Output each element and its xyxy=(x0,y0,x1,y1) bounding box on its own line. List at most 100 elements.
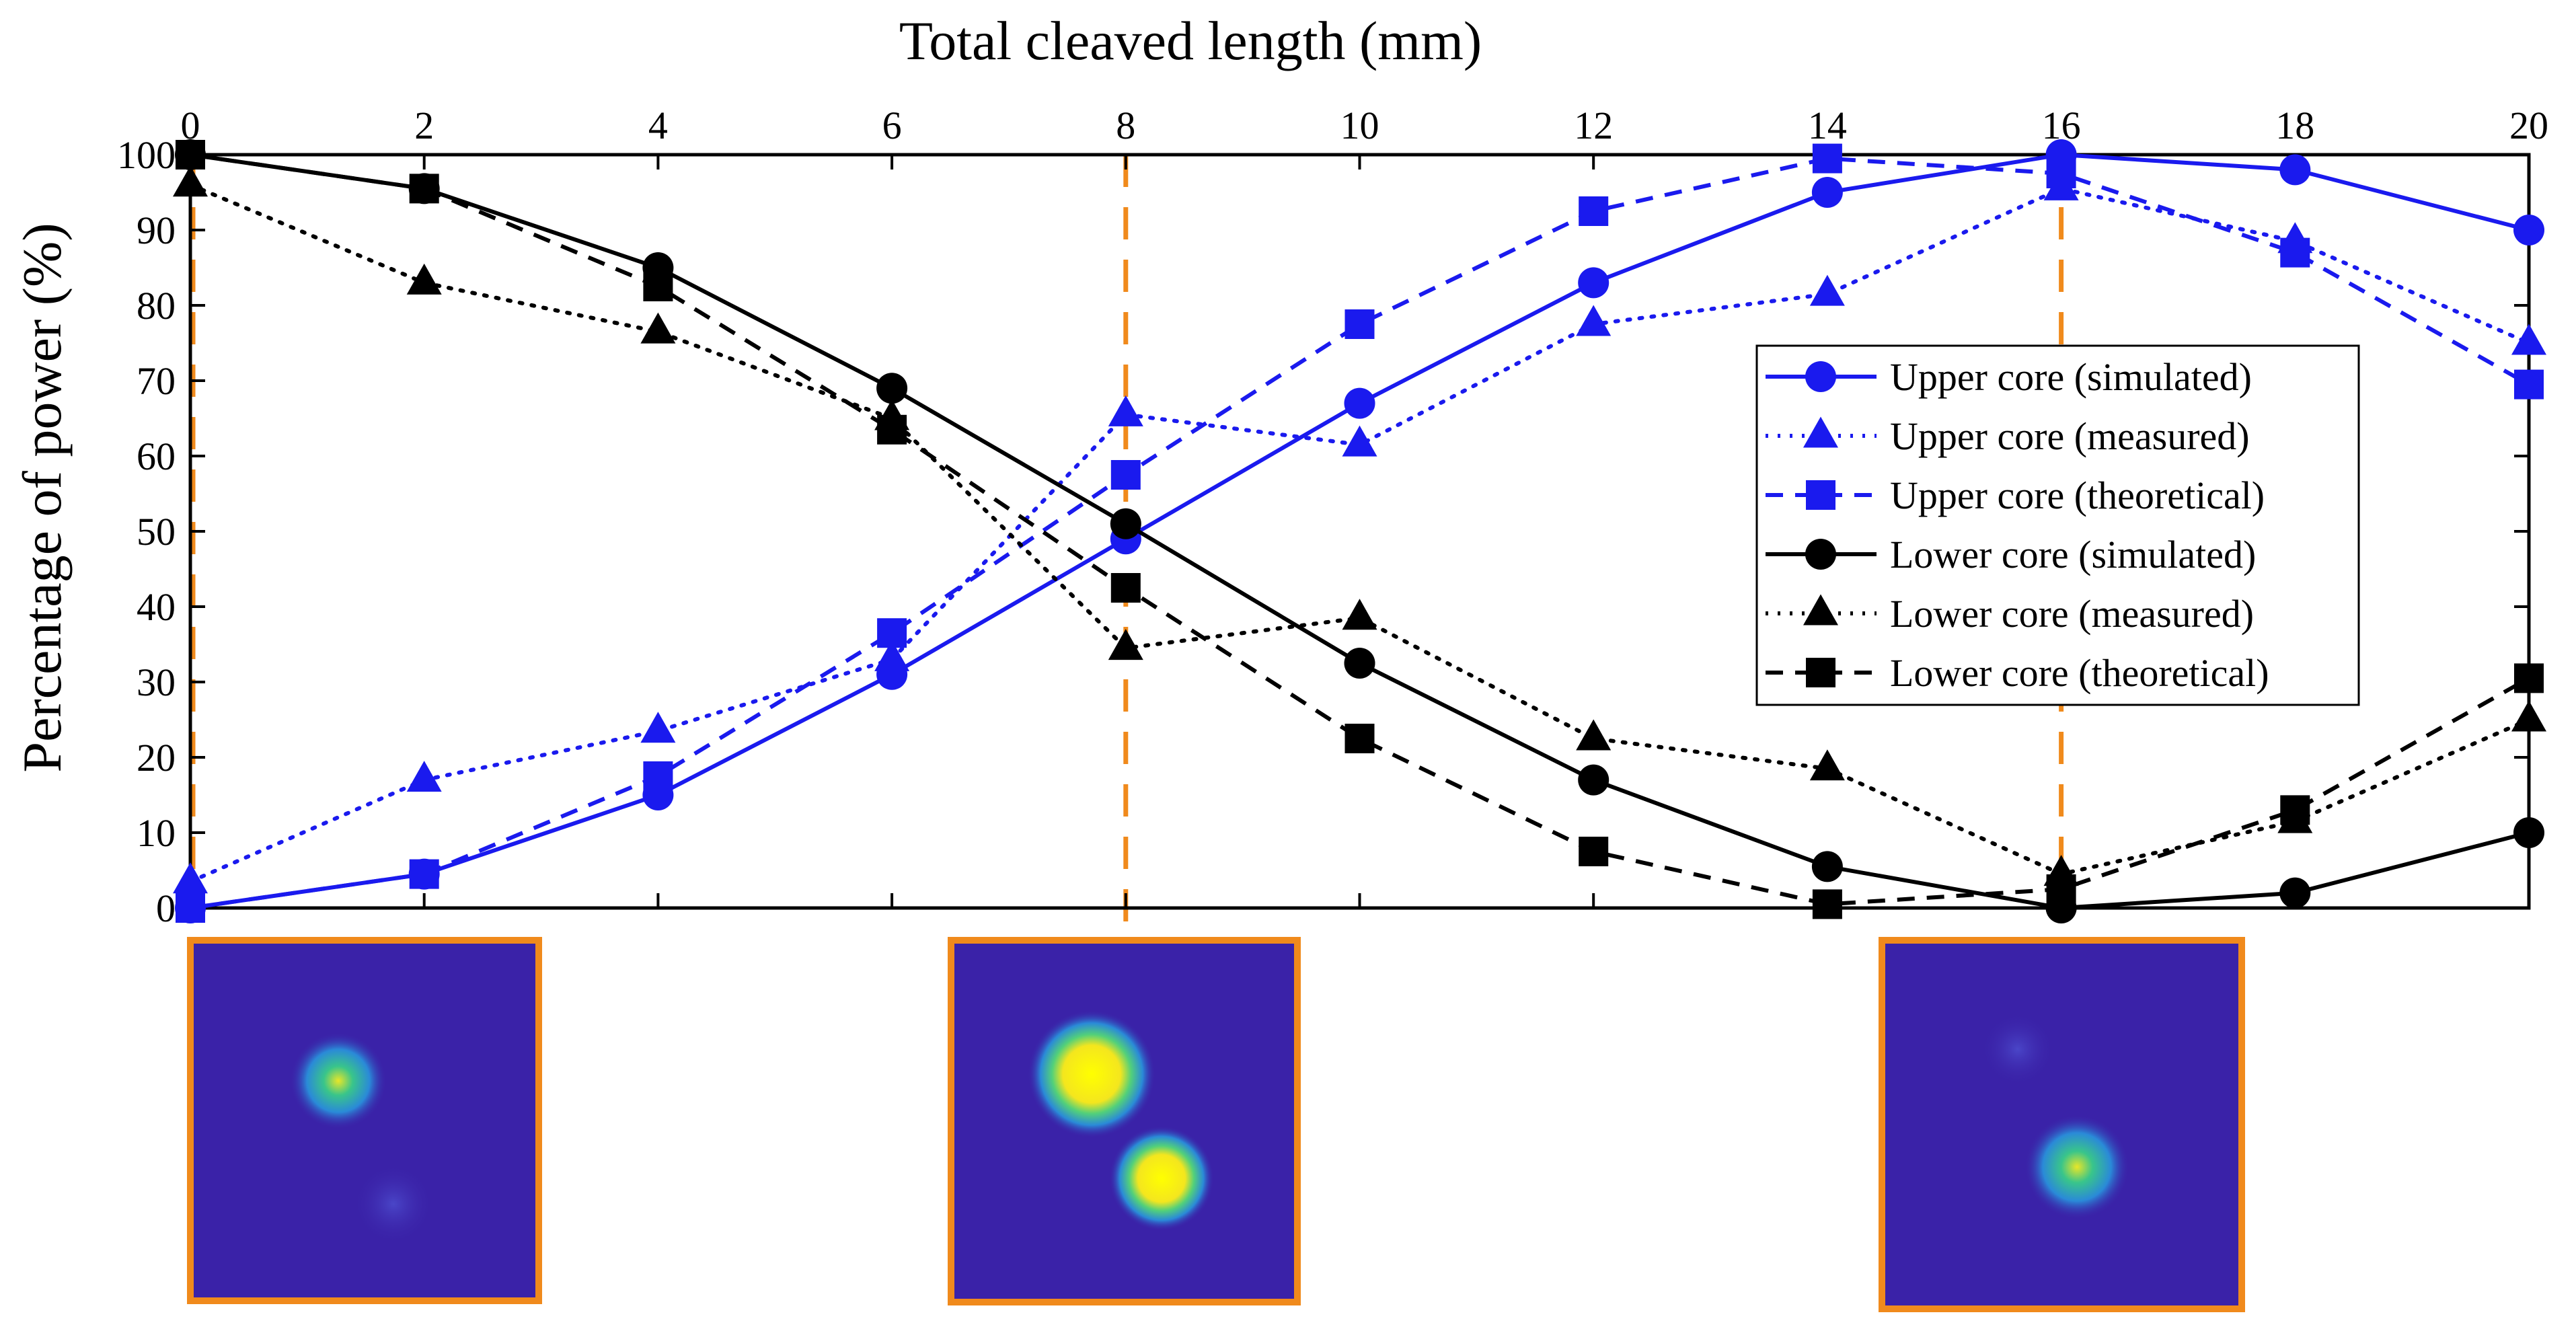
legend-entry: Lower core (measured) xyxy=(1766,592,2254,636)
series-line xyxy=(188,186,2531,884)
legend-label: Upper core (measured) xyxy=(1890,414,2250,458)
x-tick-label: 14 xyxy=(1808,104,1847,147)
series-line xyxy=(190,156,2530,910)
mode-image-0mm xyxy=(187,937,542,1304)
data-point xyxy=(1108,629,1143,660)
data-point xyxy=(406,761,442,792)
upper-core-spot xyxy=(1028,1010,1156,1138)
data-point xyxy=(2280,237,2310,268)
data-point xyxy=(2513,817,2544,848)
data-point xyxy=(1578,764,1609,796)
x-tick-label: 6 xyxy=(882,104,902,147)
data-point xyxy=(1108,395,1143,426)
legend: Upper core (simulated) Upper core (measur… xyxy=(1755,344,2360,706)
data-point xyxy=(1344,387,1375,419)
data-point xyxy=(1579,196,1609,226)
data-point xyxy=(2514,663,2544,693)
data-point xyxy=(2279,154,2311,186)
legend-marker xyxy=(1806,658,1835,687)
data-point xyxy=(2511,700,2546,732)
data-point xyxy=(643,272,673,301)
data-point xyxy=(640,312,676,344)
data-point xyxy=(877,414,907,445)
series-line xyxy=(190,153,2530,907)
data-point xyxy=(176,140,205,169)
x-tick-label: 8 xyxy=(1116,104,1135,147)
data-point xyxy=(640,712,676,743)
data-point xyxy=(176,893,205,923)
data-point xyxy=(173,165,208,197)
data-point xyxy=(1812,143,1842,174)
data-point xyxy=(874,640,910,671)
data-point xyxy=(1809,749,1845,781)
y-axis-title: Percentage of power (%) xyxy=(11,223,73,772)
y-tick-label: 20 xyxy=(137,736,176,780)
data-point xyxy=(1576,719,1612,751)
y-tick-label: 80 xyxy=(137,284,176,328)
legend-marker xyxy=(1803,594,1838,625)
data-point xyxy=(409,859,439,889)
legend-label: Upper core (theoretical) xyxy=(1890,473,2265,517)
legend-entry: Upper core (measured) xyxy=(1766,414,2250,458)
legend-entry: Lower core (theoretical) xyxy=(1766,651,2269,695)
x-tick-label: 18 xyxy=(2275,104,2314,147)
data-point xyxy=(1812,889,1842,919)
x-axis-title: Total cleaved length (mm) xyxy=(899,10,1482,71)
lower-core-spot xyxy=(1109,1126,1214,1231)
legend-label: Lower core (measured) xyxy=(1890,592,2254,636)
data-point xyxy=(1110,573,1141,603)
data-point xyxy=(1344,309,1375,339)
upper-core-spot xyxy=(290,1032,387,1129)
legend-label: Upper core (simulated) xyxy=(1890,355,2252,399)
series-2 xyxy=(176,143,2544,923)
data-point xyxy=(1344,724,1375,753)
mode-image-8mm xyxy=(948,937,1301,1305)
data-point xyxy=(1809,274,1845,306)
data-point xyxy=(1811,851,1843,882)
series-5 xyxy=(176,140,2544,919)
data-point xyxy=(1811,177,1843,208)
legend-label: Lower core (theoretical) xyxy=(1890,651,2269,695)
faint-spot xyxy=(353,1164,434,1244)
data-point xyxy=(876,373,908,404)
mode-image-16mm xyxy=(1879,937,2245,1312)
data-point xyxy=(1110,460,1141,490)
data-point xyxy=(2046,874,2076,904)
data-point xyxy=(1576,305,1612,336)
lower-core-spot xyxy=(2024,1114,2129,1219)
x-tick-label: 12 xyxy=(1574,104,1613,147)
data-point xyxy=(1344,648,1375,679)
x-tick-label: 4 xyxy=(648,104,668,147)
y-tick-label: 50 xyxy=(137,510,176,554)
x-tick-label: 20 xyxy=(2509,104,2548,147)
data-point xyxy=(2279,877,2311,909)
legend-entry: Upper core (theoretical) xyxy=(1766,473,2265,517)
series-4 xyxy=(173,165,2546,886)
faint-spot xyxy=(1981,1012,2055,1086)
legend-label: Lower core (simulated) xyxy=(1890,533,2256,576)
legend-entry: Lower core (simulated) xyxy=(1766,533,2256,576)
data-point xyxy=(2046,159,2076,188)
data-point xyxy=(409,174,439,204)
legend-box xyxy=(1755,344,2360,706)
y-tick-label: 10 xyxy=(137,811,176,855)
data-point xyxy=(1342,599,1377,630)
legend-marker xyxy=(1805,361,1836,392)
y-tick-label: 90 xyxy=(137,208,176,252)
y-tick-label: 100 xyxy=(117,133,176,177)
series-line xyxy=(188,182,2531,876)
data-point xyxy=(643,761,673,791)
y-tick-label: 60 xyxy=(137,434,176,478)
data-point xyxy=(1578,267,1609,299)
data-point xyxy=(2511,324,2546,355)
data-point xyxy=(1110,508,1141,539)
legend-marker xyxy=(1805,539,1836,570)
legend-marker xyxy=(1806,480,1835,510)
x-tick-label: 10 xyxy=(1340,104,1379,147)
y-tick-label: 70 xyxy=(137,359,176,403)
legend-entry: Upper core (simulated) xyxy=(1766,355,2252,399)
data-point xyxy=(2280,795,2310,825)
data-point xyxy=(1342,425,1377,457)
